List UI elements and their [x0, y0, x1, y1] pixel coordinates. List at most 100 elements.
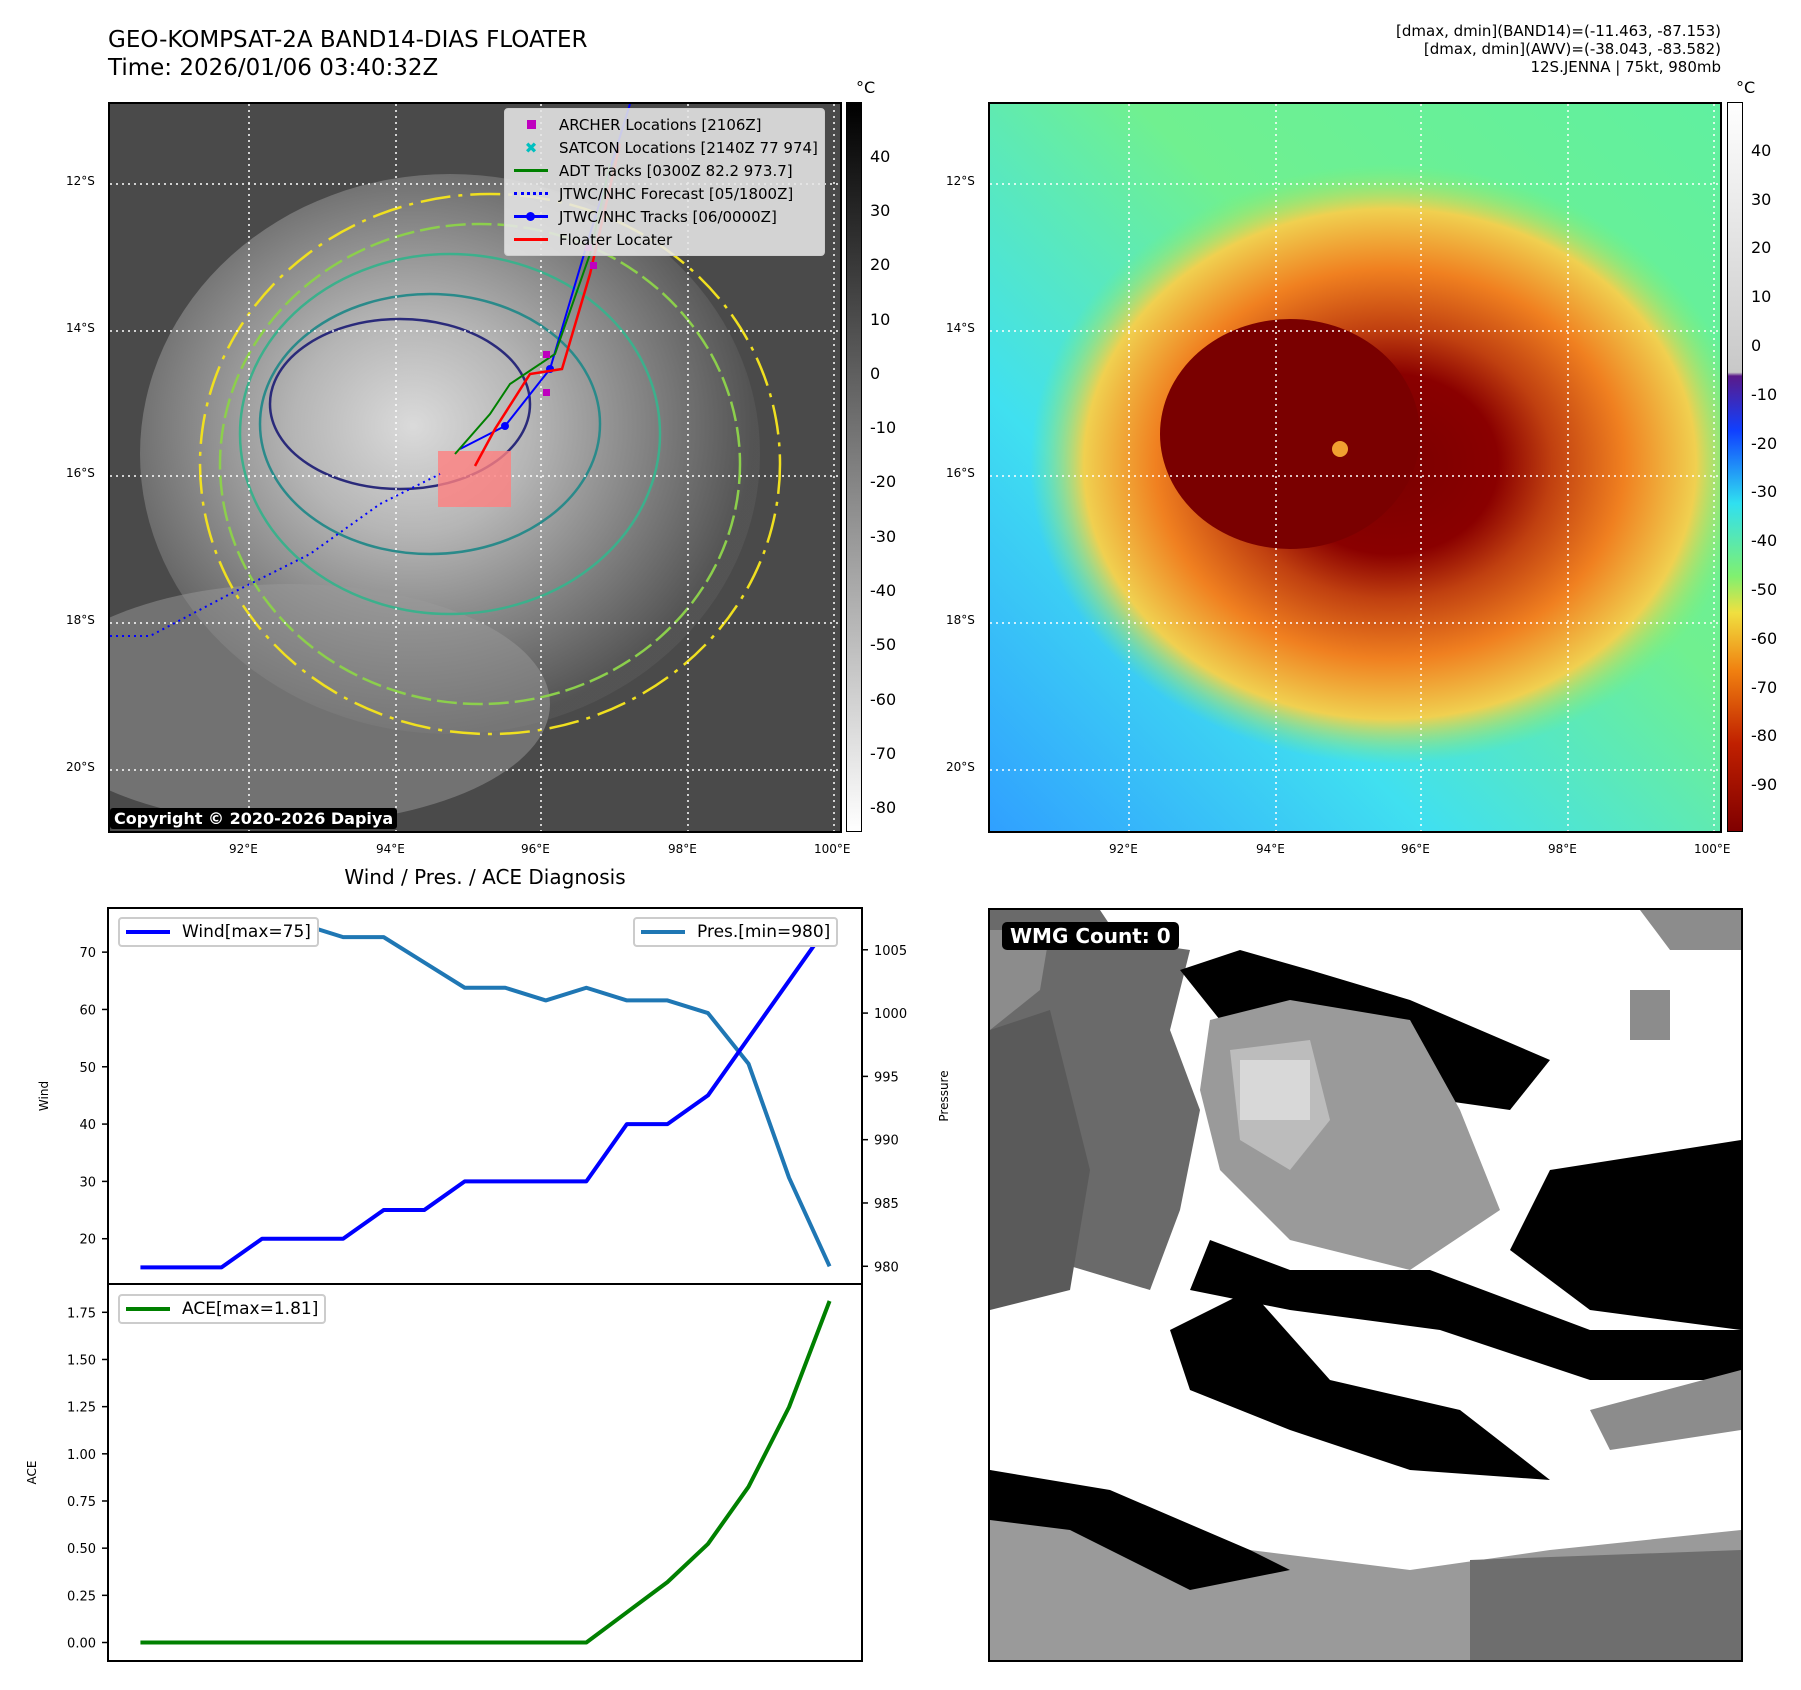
wind-tick-label: 50	[79, 1061, 96, 1076]
wind-tick-label: 40	[79, 1118, 96, 1133]
wind-tick-label: 30	[79, 1175, 96, 1190]
colorbar2-tick-label: -60	[1751, 628, 1778, 648]
wind-tick-label: 60	[79, 1003, 96, 1018]
forecast-track	[110, 473, 441, 637]
lat-tick-label: 16°S	[946, 466, 975, 480]
lat-tick-label: 14°S	[66, 321, 95, 335]
colorbar1-tick-label: -50	[870, 635, 897, 655]
wind-tick-label: 20	[79, 1233, 96, 1248]
pressure-tick-label: 1005	[874, 944, 907, 959]
lon-tick-label: 94°E	[376, 842, 405, 856]
title-line1: GEO-KOMPSAT-2A BAND14-DIAS FLOATER	[108, 27, 588, 53]
awv-range: [dmax, dmin](AWV)=(-38.043, -83.582)	[1423, 40, 1721, 58]
line-dot-icon	[511, 212, 551, 221]
colorbar1-tick-label: -60	[870, 689, 897, 709]
colorbar2-tick-label: -40	[1751, 531, 1778, 551]
colorbar2-tick-label: -90	[1751, 775, 1778, 795]
floater-box	[438, 451, 511, 507]
lon-tick-label: 100°E	[814, 842, 851, 856]
pressure-tick-label: 995	[874, 1070, 899, 1085]
lat-tick-label: 18°S	[66, 613, 95, 627]
pressure-axis-label: Pressure	[937, 1070, 951, 1121]
ace-legend: ACE[max=1.81]	[118, 1294, 327, 1324]
legend-adt: ADT Tracks [0300Z 82.2 973.7]	[511, 159, 818, 182]
pressure-line	[140, 922, 832, 1268]
legend-label: JTWC/NHC Forecast [05/1800Z]	[559, 184, 794, 203]
colorbar2-tick-label: -20	[1751, 433, 1778, 453]
lon-tick-label: 98°E	[1548, 842, 1577, 856]
lon-tick-label: 98°E	[668, 842, 697, 856]
colorbar1-tick-label: 10	[870, 309, 891, 329]
wind-axis-label: Wind	[37, 1081, 51, 1111]
dotted-line-icon	[511, 192, 551, 195]
title-timestamp: Time: 2026/01/06 03:40:32Z	[108, 55, 439, 81]
colorbar2-tick-label: -10	[1751, 384, 1778, 404]
ace-tick-label: 1.25	[67, 1401, 96, 1416]
colorbar-dias	[1727, 102, 1743, 832]
wmg-image	[990, 910, 1741, 1660]
lon-tick-label: 92°E	[1109, 842, 1138, 856]
colorbar1-tick-label: -40	[870, 581, 897, 601]
colorbar1-tick-label: -70	[870, 743, 897, 763]
lat-tick-label: 12°S	[66, 174, 95, 188]
colorbar1-tick-label: -10	[870, 418, 897, 438]
colorbar2-tick-label: 10	[1751, 287, 1772, 307]
line-icon	[511, 169, 551, 172]
ace-tick-label: 0.25	[67, 1589, 96, 1604]
colorbar2-unit: °C	[1736, 78, 1756, 97]
colorbar1-tick-label: 40	[870, 146, 891, 166]
legend-forecast: JTWC/NHC Forecast [05/1800Z]	[511, 182, 818, 205]
legend-label: ARCHER Locations [2106Z]	[559, 115, 762, 134]
lon-tick-label: 96°E	[1401, 842, 1430, 856]
colorbar2-tick-label: 40	[1751, 140, 1772, 160]
colorbar2-tick-label: 20	[1751, 238, 1772, 258]
colorbar2-tick-label: -80	[1751, 726, 1778, 746]
legend-label: SATCON Locations [2140Z 77 974]	[559, 138, 818, 157]
pressure-tick-label: 980	[874, 1260, 899, 1275]
dias-map-image	[990, 104, 1720, 831]
plot-frame	[107, 1283, 863, 1662]
colorbar-grayscale	[846, 102, 862, 832]
legend-label: JTWC/NHC Tracks [06/0000Z]	[559, 207, 777, 226]
line-icon	[511, 238, 551, 241]
lon-tick-label: 92°E	[229, 842, 258, 856]
wind-legend-label: Wind[max=75]	[182, 922, 311, 942]
colorbar1-tick-label: -20	[870, 472, 897, 492]
legend-archer: ARCHER Locations [2106Z]	[511, 113, 818, 136]
figure-title: GEO-KOMPSAT-2A BAND14-DIAS FLOATER Time:…	[108, 26, 588, 82]
ace-tick-label: 1.75	[67, 1306, 96, 1321]
colorbar1-tick-label: 30	[870, 201, 891, 221]
pressure-line-icon	[641, 930, 685, 934]
colorbar2-tick-label: -70	[1751, 677, 1778, 697]
lat-tick-label: 20°S	[946, 760, 975, 774]
colorbar2-tick-label: -50	[1751, 579, 1778, 599]
lon-tick-label: 94°E	[1256, 842, 1285, 856]
chart-title: Wind / Pres. / ACE Diagnosis	[344, 865, 626, 889]
ir-map-image	[110, 104, 840, 831]
ace-axis-label: ACE	[25, 1461, 39, 1485]
pressure-tick-label: 985	[874, 1197, 899, 1212]
dias-map-panel	[988, 102, 1722, 833]
colorbar1-unit: °C	[856, 78, 876, 97]
pressure-tick-label: 1000	[874, 1007, 907, 1022]
colorbar1-tick-label: 20	[870, 255, 891, 275]
plot-frame	[107, 907, 863, 1285]
pressure-tick-label: 990	[874, 1134, 899, 1149]
legend-label: ADT Tracks [0300Z 82.2 973.7]	[559, 161, 793, 180]
ace-tick-label: 1.00	[67, 1448, 96, 1463]
wind-legend: Wind[max=75]	[118, 917, 319, 947]
pressure-legend: Pres.[min=980]	[633, 917, 839, 947]
band14-range: [dmax, dmin](BAND14)=(-11.463, -87.153)	[1396, 22, 1721, 40]
colorbar2-tick-label: 30	[1751, 189, 1772, 209]
lat-tick-label: 18°S	[946, 613, 975, 627]
colorbar1-tick-label: -80	[870, 798, 897, 818]
storm-info: 12S.JENNA | 75kt, 980mb	[1530, 58, 1721, 76]
ace-legend-label: ACE[max=1.81]	[182, 1299, 319, 1319]
square-marker-icon	[511, 120, 551, 129]
ace-tick-label: 1.50	[67, 1353, 96, 1368]
colorbar2-tick-label: -30	[1751, 482, 1778, 502]
ace-tick-label: 0.50	[67, 1542, 96, 1557]
legend-jtwc: JTWC/NHC Tracks [06/0000Z]	[511, 205, 818, 228]
wmg-count-label: WMG Count: 0	[1002, 922, 1179, 950]
